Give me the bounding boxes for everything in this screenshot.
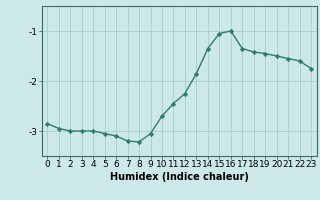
X-axis label: Humidex (Indice chaleur): Humidex (Indice chaleur) [110, 172, 249, 182]
